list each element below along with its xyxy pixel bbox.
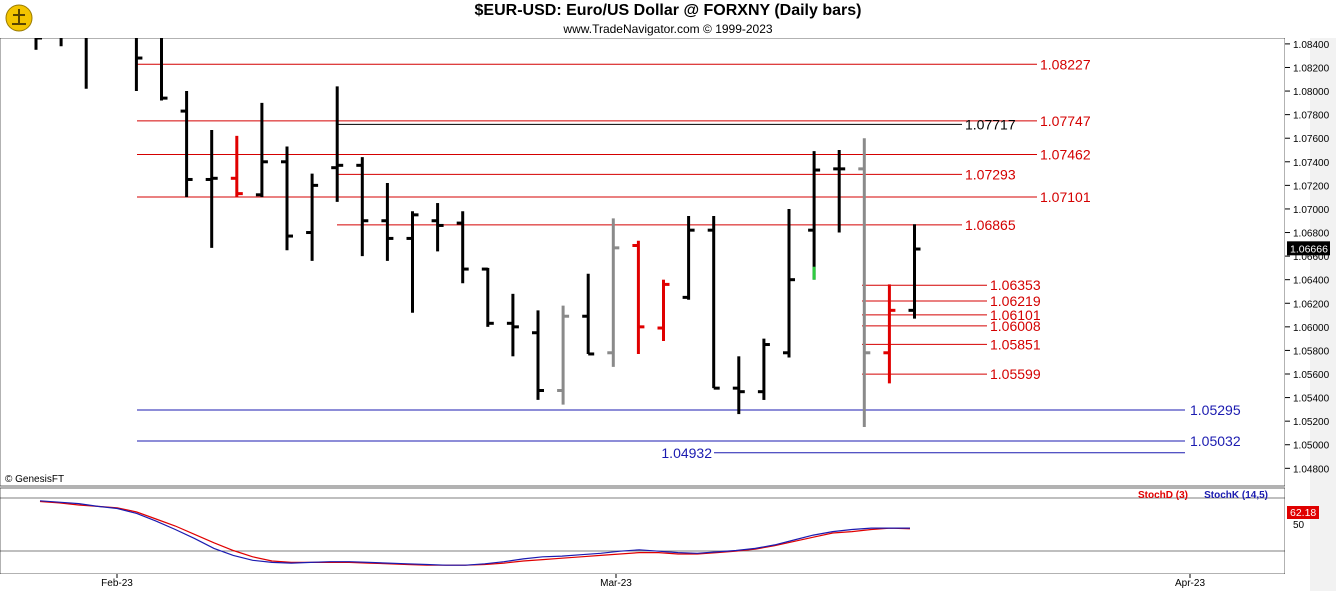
level-label: 1.06353: [990, 277, 1041, 293]
ohlc-bar: [908, 224, 921, 319]
level-label: 1.07717: [965, 116, 1016, 132]
ohlc-bar: [331, 86, 344, 202]
stoch-series-line: [39, 500, 910, 566]
price-tick-label: 1.05800: [1293, 346, 1330, 357]
date-tick-label: Feb-23: [101, 578, 133, 589]
ohlc-bar: [180, 91, 193, 198]
ohlc-bar: [632, 240, 645, 354]
bottom-axis-strip: [0, 574, 1336, 591]
price-tick-label: 1.07800: [1293, 111, 1330, 122]
ohlc-bar: [481, 267, 494, 327]
price-tick-label: 1.07000: [1293, 205, 1330, 216]
level-label: 1.07101: [1040, 189, 1091, 205]
chart-title: $EUR-USD: Euro/US Dollar @ FORXNY (Daily…: [474, 2, 862, 19]
ohlc-bar: [456, 211, 469, 284]
stoch-panel-bg: [0, 487, 1286, 575]
ohlc-bar: [306, 173, 319, 261]
stoch-last-label: 62.18: [1290, 507, 1316, 519]
price-tick-label: 1.07200: [1293, 181, 1330, 192]
ohlc-bar: [883, 284, 896, 384]
stoch-last-tag: [1287, 506, 1319, 519]
ohlc-bar: [607, 218, 620, 367]
level-label: 1.06101: [990, 307, 1041, 323]
level-label: 1.06865: [965, 217, 1016, 233]
price-tick-label: 1.08200: [1293, 63, 1330, 74]
ohlc-bar: [757, 338, 770, 400]
level-label: 1.06008: [990, 318, 1041, 334]
level-label: 1.05295: [1190, 402, 1241, 418]
price-tick-label: 1.07600: [1293, 134, 1330, 145]
last-price-tag: [1287, 241, 1330, 256]
ohlc-bar: [205, 129, 218, 248]
price-tick-label: 1.08400: [1293, 40, 1330, 51]
ohlc-bar: [732, 356, 745, 415]
legend-stochk: StochK (14,5): [1204, 490, 1268, 501]
ohlc-bar: [582, 273, 595, 356]
price-tick-label: 1.05200: [1293, 417, 1330, 428]
ohlc-bar: [707, 216, 720, 390]
ohlc-bar: [431, 203, 444, 252]
chart-subtitle: www.TradeNavigator.com © 1999-2023: [563, 22, 773, 36]
ohlc-bar: [682, 216, 695, 300]
level-label: 1.04932: [661, 445, 712, 461]
trader-logo-icon: [5, 4, 33, 32]
level-label: 1.07293: [965, 166, 1016, 182]
price-tick-label: 1.06000: [1293, 323, 1330, 334]
price-tick-label: 1.06400: [1293, 276, 1330, 287]
price-tick-label: 1.06600: [1293, 252, 1330, 263]
price-tick-label: 1.06200: [1293, 299, 1330, 310]
price-tick-label: 1.06800: [1293, 229, 1330, 240]
level-label: 1.05851: [990, 336, 1041, 352]
ohlc-bar: [406, 211, 419, 313]
level-label: 1.05599: [990, 366, 1041, 382]
level-label: 1.07462: [1040, 146, 1091, 162]
main-panel-bg: [0, 37, 1286, 487]
bars-layer: [30, 8, 921, 428]
levels-layer: 1.08227 1.07747 1.07717 1.07462 1.07293 1.071…: [137, 56, 1241, 461]
ohlc-bar: [255, 102, 268, 198]
ohlc-bar: [657, 279, 670, 341]
level-label: 1.08227: [1040, 56, 1091, 72]
level-label: 1.07747: [1040, 113, 1091, 129]
level-label: 1.06219: [990, 293, 1041, 309]
legend-stochd: StochD (3): [1138, 490, 1188, 501]
price-tick-label: 1.08000: [1293, 87, 1330, 98]
price-tick-label: 1.07400: [1293, 158, 1330, 169]
ohlc-bar: [833, 150, 846, 233]
price-tick-label: 1.05000: [1293, 441, 1330, 452]
ohlc-bar: [230, 135, 243, 198]
ohlc-bar: [506, 293, 519, 357]
date-tick-label: Mar-23: [600, 578, 632, 589]
date-axis: Feb-23 Mar-23 Apr-23: [101, 574, 1205, 589]
date-tick-label: Apr-23: [1175, 578, 1205, 589]
copyright-label: © GenesisFT: [5, 474, 65, 485]
ohlc-bar: [281, 146, 293, 251]
ohlc-bar: [858, 138, 871, 428]
title-bar: $EUR-USD: Euro/US Dollar @ FORXNY (Daily…: [0, 0, 1336, 38]
ohlc-bar: [783, 208, 795, 358]
right-scroll-strip: [1310, 38, 1336, 591]
ohlc-bar: [356, 157, 369, 257]
ohlc-bar: [381, 183, 394, 261]
level-label: 1.05032: [1190, 433, 1241, 449]
stoch-tick-label: 50: [1293, 520, 1305, 531]
ohlc-bar: [532, 310, 544, 400]
price-tick-label: 1.05600: [1293, 370, 1330, 381]
ohlc-bar: [557, 305, 570, 405]
price-axis: 1.08400 1.08200 1.08000 1.07800 1.07600 1.074…: [1285, 40, 1330, 475]
price-tick-label: 1.04800: [1293, 464, 1330, 475]
last-price-label: 1.06666: [1290, 243, 1328, 255]
ohlc-bar: [808, 151, 821, 280]
price-tick-label: 1.05400: [1293, 394, 1330, 405]
